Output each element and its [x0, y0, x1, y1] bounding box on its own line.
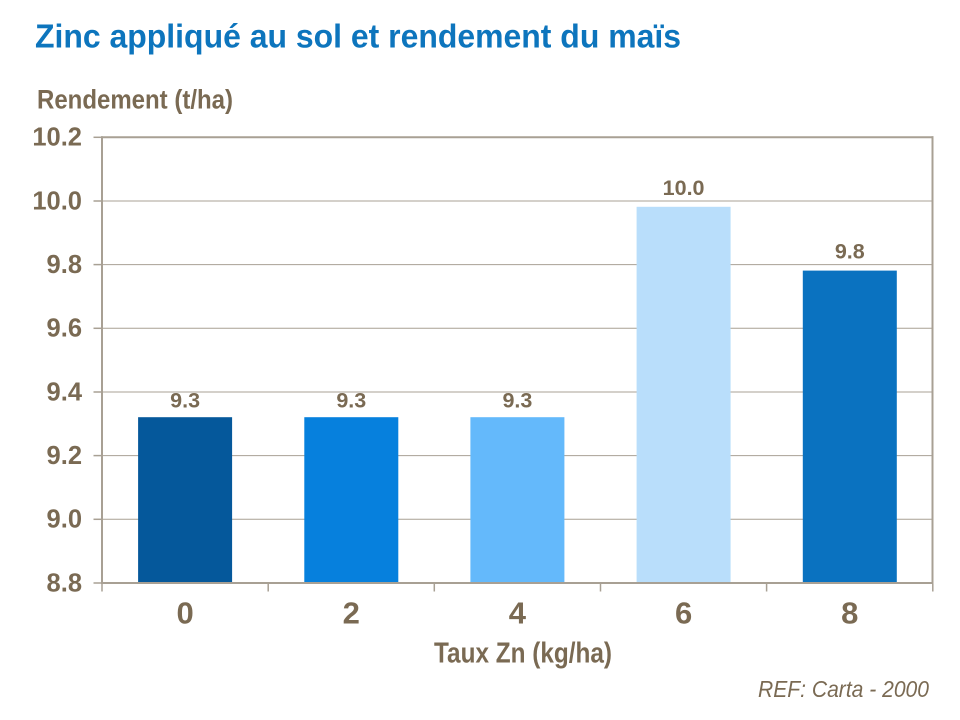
svg-text:10.0: 10.0 — [663, 176, 705, 200]
svg-text:9.3: 9.3 — [502, 389, 532, 413]
svg-text:9.6: 9.6 — [47, 315, 82, 343]
svg-text:Taux Zn (kg/ha): Taux Zn (kg/ha) — [434, 638, 612, 670]
svg-text:9.4: 9.4 — [47, 378, 83, 406]
svg-text:Zinc appliqué au sol et rendem: Zinc appliqué au sol et rendement du maï… — [35, 19, 681, 56]
svg-text:4: 4 — [509, 596, 527, 631]
svg-text:REF: Carta - 2000: REF: Carta - 2000 — [758, 676, 929, 702]
svg-text:8.8: 8.8 — [47, 569, 82, 597]
svg-text:10.0: 10.0 — [32, 187, 82, 215]
svg-text:9.3: 9.3 — [170, 389, 200, 413]
svg-text:6: 6 — [675, 596, 692, 631]
svg-text:10.2: 10.2 — [32, 124, 82, 152]
svg-text:9.8: 9.8 — [835, 240, 865, 264]
svg-text:8: 8 — [841, 596, 858, 631]
svg-text:2: 2 — [343, 596, 360, 631]
svg-text:Rendement (t/ha): Rendement (t/ha) — [37, 85, 233, 115]
svg-text:9.3: 9.3 — [336, 389, 366, 413]
svg-text:9.8: 9.8 — [47, 251, 82, 279]
svg-text:9.0: 9.0 — [47, 506, 82, 534]
svg-text:0: 0 — [176, 596, 193, 631]
svg-text:9.2: 9.2 — [47, 442, 82, 470]
